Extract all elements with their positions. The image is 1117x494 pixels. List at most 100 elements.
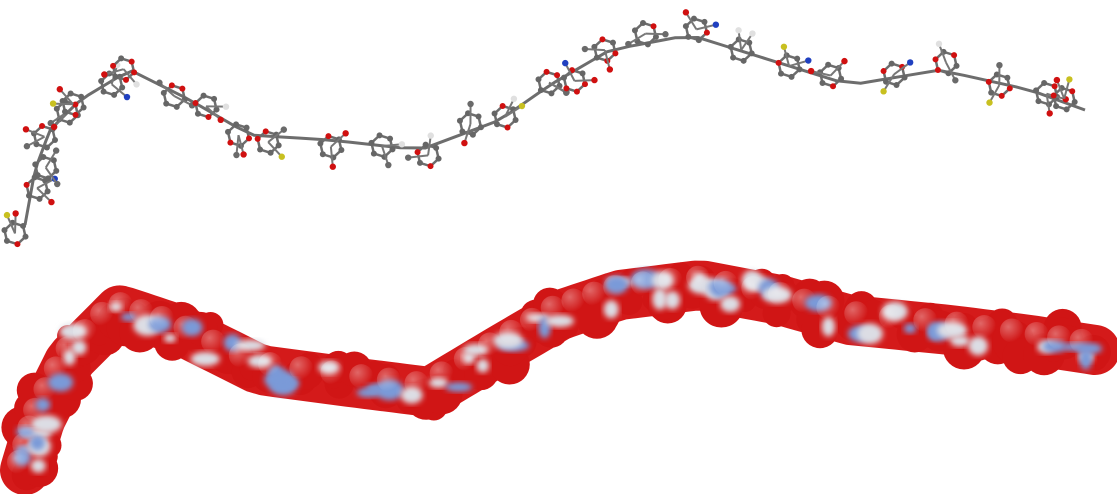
surface-highlight xyxy=(73,319,97,343)
atom xyxy=(996,62,1002,68)
atom xyxy=(320,151,326,157)
atom xyxy=(470,132,476,138)
surface-patch xyxy=(270,378,297,395)
atom xyxy=(218,117,224,123)
atom xyxy=(607,66,613,72)
atom xyxy=(728,44,734,50)
atom xyxy=(62,109,68,115)
atom xyxy=(838,76,844,82)
surface-highlight xyxy=(129,299,153,323)
atom xyxy=(907,59,913,65)
atom xyxy=(268,150,274,156)
atom xyxy=(37,196,43,202)
atom xyxy=(1051,92,1057,98)
atom xyxy=(385,162,391,168)
atom xyxy=(820,80,826,86)
atom xyxy=(119,84,125,90)
atom xyxy=(889,61,895,67)
atom xyxy=(580,70,586,76)
atom xyxy=(211,96,217,102)
surface-highlight xyxy=(631,271,655,295)
atom xyxy=(377,132,383,138)
atom xyxy=(124,94,130,100)
atom xyxy=(730,55,736,61)
atom xyxy=(161,90,167,96)
atom xyxy=(1004,75,1010,81)
atom xyxy=(169,82,175,88)
atom xyxy=(1064,106,1070,112)
atom xyxy=(179,86,185,92)
surface-highlight xyxy=(844,301,868,325)
atom xyxy=(223,103,229,109)
atom xyxy=(685,34,691,40)
atom xyxy=(1054,77,1060,83)
atom xyxy=(591,77,597,83)
atom xyxy=(423,142,429,148)
atom xyxy=(778,71,784,77)
atom xyxy=(651,23,657,29)
atom xyxy=(23,234,29,240)
atom xyxy=(563,85,569,91)
surface-highlight xyxy=(108,292,132,316)
atom xyxy=(40,154,46,160)
atom xyxy=(808,68,814,74)
atom xyxy=(1069,88,1075,94)
atom xyxy=(683,9,689,15)
atom xyxy=(986,79,992,85)
atom xyxy=(111,92,117,98)
atom xyxy=(201,93,207,99)
atom xyxy=(415,149,421,155)
surface-patch xyxy=(31,459,46,473)
atom xyxy=(52,137,58,143)
surface-patch xyxy=(604,300,619,318)
atom xyxy=(330,164,336,170)
atom xyxy=(830,83,836,89)
atom xyxy=(794,56,800,62)
atom xyxy=(544,69,550,75)
atom xyxy=(952,77,958,83)
surface-highlight xyxy=(561,289,585,313)
atom xyxy=(625,41,631,47)
atom xyxy=(68,90,74,96)
surface-patch xyxy=(30,435,45,450)
atom xyxy=(174,104,180,110)
surface-highlight xyxy=(520,308,544,332)
atom xyxy=(255,136,261,142)
atom xyxy=(101,89,107,95)
atom xyxy=(696,37,702,43)
atom xyxy=(81,104,87,110)
surface-highlight xyxy=(349,364,373,388)
surface-highlight xyxy=(377,368,401,392)
surface-patch xyxy=(48,373,73,391)
atom xyxy=(4,238,10,244)
atom xyxy=(662,31,668,37)
atom xyxy=(163,101,169,107)
surface-highlight xyxy=(201,330,225,354)
surface-highlight xyxy=(879,305,903,329)
atom xyxy=(45,175,51,181)
surface-highlight xyxy=(714,271,738,295)
atom xyxy=(1072,99,1078,105)
surface-patch xyxy=(857,323,883,344)
atom xyxy=(78,94,84,100)
atom xyxy=(118,55,124,61)
atom xyxy=(257,147,263,153)
atom xyxy=(4,212,10,218)
atom xyxy=(459,128,465,134)
atom xyxy=(98,78,104,84)
atom xyxy=(505,124,511,130)
atom xyxy=(881,68,887,74)
surface-highlight xyxy=(320,360,344,384)
atom xyxy=(32,161,38,167)
atom xyxy=(582,46,588,52)
atom xyxy=(48,199,54,205)
atom xyxy=(574,89,580,95)
atom xyxy=(554,72,560,78)
atom xyxy=(519,103,525,109)
atom xyxy=(26,193,32,199)
atom xyxy=(683,23,689,29)
atom xyxy=(53,147,59,153)
atom xyxy=(933,56,939,62)
atom xyxy=(317,141,323,147)
atom xyxy=(645,41,651,47)
